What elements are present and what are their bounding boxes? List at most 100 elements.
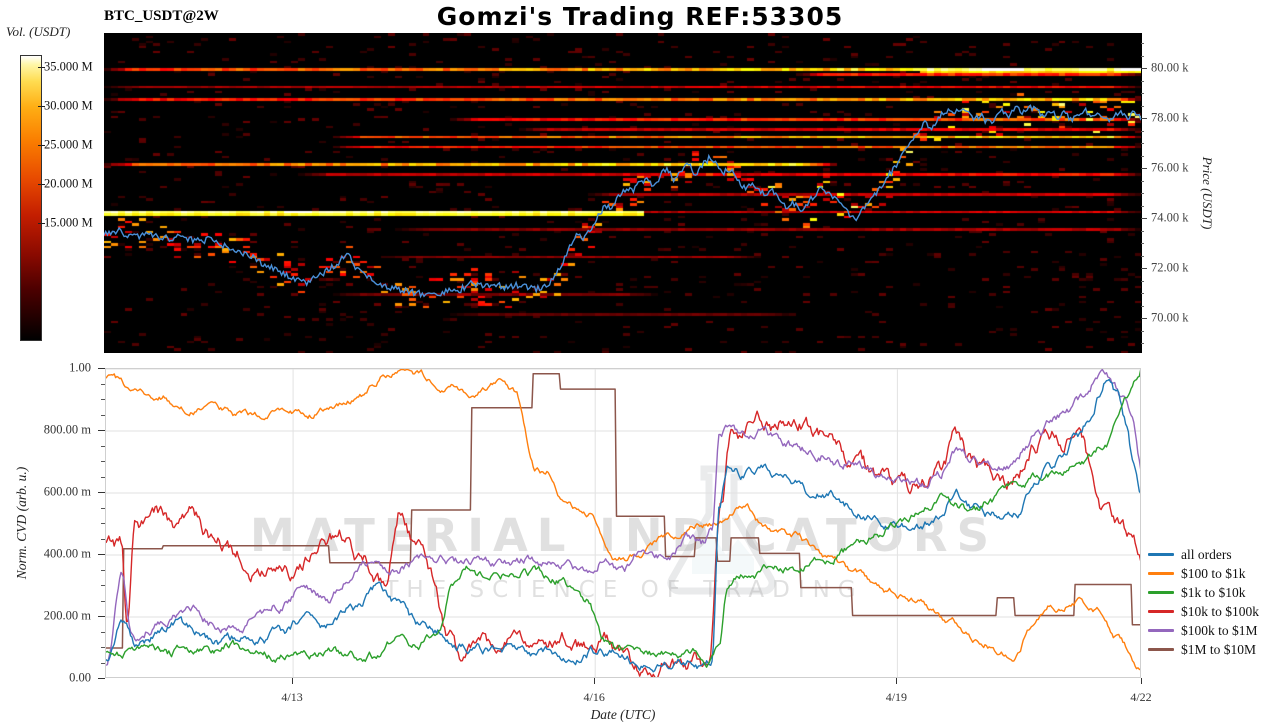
legend-color-swatch: [1148, 572, 1174, 575]
price-minor-tickmark: [1141, 43, 1144, 44]
legend-item-label: all orders: [1181, 546, 1232, 562]
legend-item[interactable]: $100k to $1M: [1148, 621, 1259, 640]
price-minor-tickmark: [1141, 180, 1144, 182]
cvd-lines: [106, 369, 1140, 677]
cvd-x-tick-label: 4/16: [583, 690, 605, 704]
cvd-y-tick-label: 200.00 m: [43, 608, 91, 623]
cvd-y-axis: 1.00 800.00 m 600.00 m 400.00 m 200.00 m 0.00: [0, 361, 105, 685]
price-minor-tickmark: [1141, 293, 1144, 294]
cvd-legend: all orders $100 to $1k $1k to $10k $10k to …: [1148, 545, 1259, 659]
cvd-y-minor-tickmark: [101, 414, 105, 416]
price-minor-tickmark: [1141, 205, 1144, 207]
legend-item-label: $100 to $1k: [1181, 565, 1246, 581]
cvd-y-minor-tickmark: [101, 585, 105, 586]
cvd-x-axis-label: Date (UTC): [590, 707, 656, 722]
legend-color-swatch: [1148, 648, 1174, 651]
cvd-y-minor-tickmark: [101, 538, 105, 540]
volume-colorbar: Vol. (USDT) 35.000 M 30.000 M 25.000 M 20.0…: [6, 24, 104, 353]
price-minor-tickmark: [1141, 55, 1144, 57]
price-tickmark: [1141, 318, 1147, 319]
cvd-line-100k-to-1m: [106, 369, 1140, 666]
price-minor-tickmark: [1141, 243, 1144, 244]
cvd-y-minor-tickmark: [101, 507, 105, 509]
orderbook-heatmap[interactable]: [104, 33, 1141, 353]
legend-item-label: $10k to $100k: [1181, 603, 1260, 619]
legend-item-label: $100k to $1M: [1181, 622, 1258, 638]
price-minor-tickmark: [1141, 280, 1144, 282]
cvd-y-axis-label: Norm. CVD (arb. u.): [14, 466, 29, 580]
colorbar-tickmark: [38, 105, 45, 107]
colorbar-tickmark: [38, 223, 45, 225]
price-tickmark: [1141, 168, 1147, 169]
cvd-y-tickmark: [98, 678, 105, 679]
cvd-x-tick-label: 4/19: [885, 690, 908, 704]
price-tickmark: [1141, 68, 1147, 69]
pair-label: BTC_USDT@2W: [104, 8, 219, 24]
cvd-y-minor-tickmark: [101, 399, 105, 400]
cvd-y-minor-tickmark: [101, 476, 105, 478]
cvd-y-minor-tickmark: [101, 383, 105, 385]
cvd-x-tick-label: 4/22: [1130, 690, 1152, 704]
price-minor-tickmark: [1141, 255, 1144, 257]
price-tick-label: 78.00 k: [1151, 110, 1189, 125]
cvd-line-1m-to-10m: [106, 372, 1140, 649]
cvd-y-tick-label: 800.00 m: [43, 422, 91, 437]
price-minor-tickmark: [1141, 155, 1144, 157]
price-minor-tickmark: [1141, 130, 1144, 132]
cvd-y-minor-tickmark: [101, 461, 105, 462]
cvd-y-minor-tickmark: [101, 631, 105, 633]
price-axis-label: Price (USDT): [1200, 156, 1215, 230]
cvd-y-tick-label: 1.00: [69, 360, 91, 375]
colorbar-tickmark: [38, 145, 45, 147]
colorbar-tickmark: [38, 184, 45, 186]
legend-color-swatch: [1148, 629, 1174, 632]
legend-color-swatch: [1148, 553, 1174, 556]
price-tick-label: 70.00 k: [1151, 310, 1189, 325]
cvd-y-minor-tickmark: [101, 523, 105, 524]
price-tick-label: 74.00 k: [1151, 210, 1189, 225]
legend-item[interactable]: $1k to $10k: [1148, 583, 1259, 602]
price-tickmark: [1141, 268, 1147, 269]
legend-item-label: $1k to $10k: [1181, 584, 1246, 600]
cvd-x-axis: 4/13 4/16 4/19 4/22: [105, 678, 1152, 718]
cvd-y-tickmark: [98, 616, 105, 617]
legend-item[interactable]: all orders: [1148, 545, 1259, 564]
legend-item[interactable]: $100 to $1k: [1148, 564, 1259, 583]
cvd-y-minor-tickmark: [101, 662, 105, 664]
cvd-y-minor-tickmark: [101, 569, 105, 571]
price-minor-tickmark: [1141, 230, 1144, 232]
colorbar-tickmark: [38, 66, 45, 68]
legend-item[interactable]: $10k to $100k: [1148, 602, 1259, 621]
cvd-x-tickmark: [1141, 678, 1142, 684]
price-line-overlay: [104, 104, 1141, 299]
legend-color-swatch: [1148, 610, 1174, 613]
cvd-y-tick-label: 600.00 m: [43, 484, 91, 499]
legend-color-swatch: [1148, 591, 1174, 594]
colorbar-tick-label: 25.000 M: [44, 137, 93, 152]
price-minor-tickmark: [1141, 305, 1144, 307]
price-minor-tickmark: [1141, 93, 1144, 94]
cvd-y-tickmark: [98, 368, 105, 369]
colorbar-gradient: [20, 55, 42, 341]
cvd-y-tickmark: [98, 430, 105, 431]
cvd-y-tick-label: 400.00 m: [43, 546, 91, 561]
price-tickmark: [1141, 218, 1147, 219]
price-minor-tickmark: [1141, 193, 1144, 194]
cvd-y-tickmark: [98, 492, 105, 493]
cvd-chart[interactable]: MATERIAL INDICATORS THE SCIENCE OF TRADI…: [105, 368, 1141, 678]
legend-item-label: $1M to $10M: [1181, 641, 1257, 657]
colorbar-tick-label: 20.000 M: [44, 176, 93, 191]
price-minor-tickmark: [1141, 343, 1144, 344]
cvd-line-all-orders: [106, 378, 1140, 673]
price-axis: 80.00 k 78.00 k 76.00 k 74.00 k 72.00 k 70.00…: [1141, 33, 1280, 353]
price-minor-tickmark: [1141, 143, 1144, 144]
cvd-y-minor-tickmark: [101, 647, 105, 648]
legend-item[interactable]: $1M to $10M: [1148, 640, 1259, 659]
cvd-line-10k-to-100k: [106, 410, 1140, 677]
cvd-y-tick-label: 0.00: [69, 670, 91, 685]
cvd-y-minor-tickmark: [101, 600, 105, 602]
price-minor-tickmark: [1141, 330, 1144, 332]
cvd-x-tickmark: [896, 678, 898, 684]
price-tickmark: [1141, 118, 1147, 119]
colorbar-title: Vol. (USDT): [6, 24, 71, 39]
